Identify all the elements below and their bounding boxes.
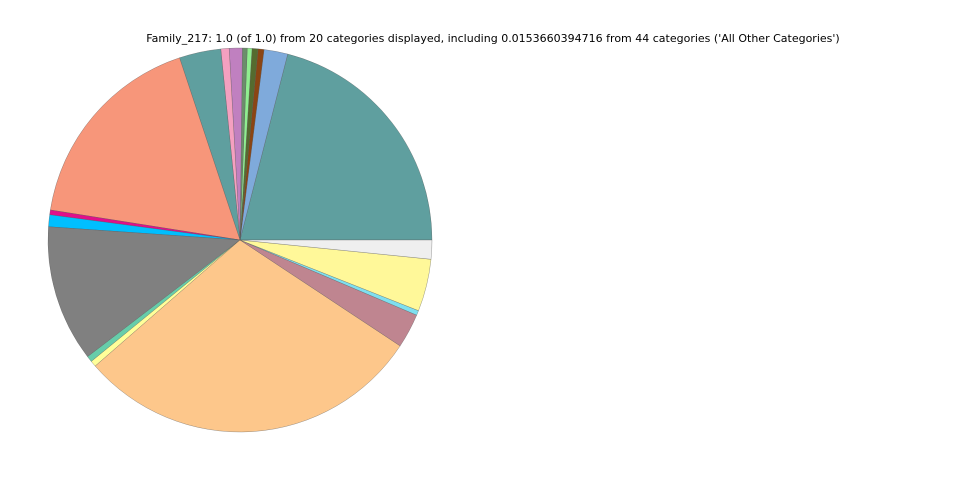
slice xyxy=(50,57,241,241)
chart-title: Family_217: 1.0 (of 1.0) from 20 categor… xyxy=(146,32,839,45)
slice xyxy=(239,239,433,260)
slice xyxy=(94,239,401,433)
slice xyxy=(239,53,433,241)
slice xyxy=(47,226,241,357)
